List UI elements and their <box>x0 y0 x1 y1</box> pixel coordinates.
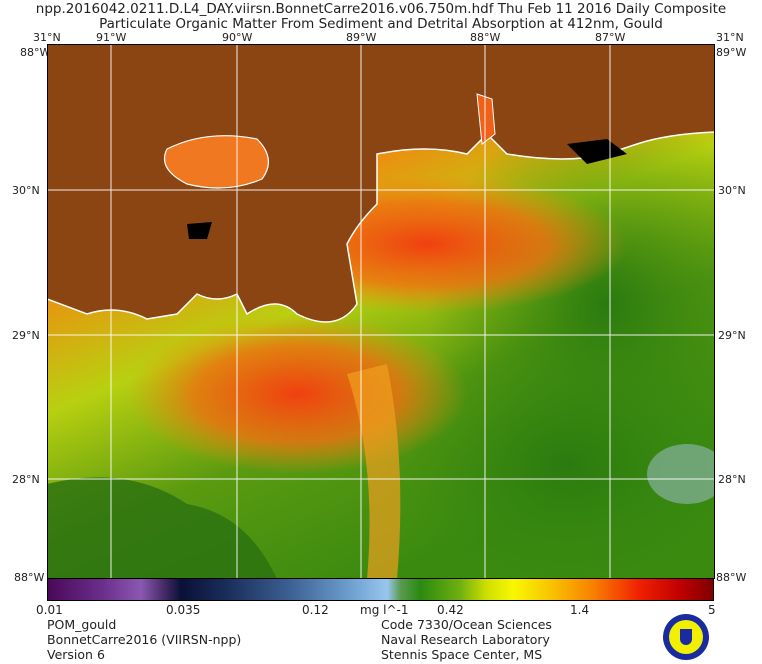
no-data-patch <box>187 222 212 239</box>
colorbar-tick: 1.4 <box>570 603 590 617</box>
colorbar-tick: 0.035 <box>166 603 201 617</box>
colorbar-units: mg l^-1 <box>360 603 409 617</box>
corner-label-tr: 31°N <box>716 31 744 44</box>
colorbar-tick: 0.01 <box>36 603 63 617</box>
lon-label: 88°W <box>470 31 501 44</box>
colorbar <box>47 578 714 601</box>
pom-map <box>47 44 715 579</box>
org-code: Code 7330/Ocean Sciences <box>381 617 552 632</box>
dataset-name: BonnetCarre2016 (VIIRSN-npp) <box>47 632 242 647</box>
corner-label-br: 88°W <box>716 571 747 584</box>
lake-pontchartrain <box>163 135 269 189</box>
southwest-water <box>47 477 277 579</box>
lon-label: 90°W <box>222 31 253 44</box>
lat-label-right: 30°N <box>718 184 746 197</box>
corner-label-bl: 88°W <box>14 571 45 584</box>
graticule <box>47 44 715 579</box>
file-title: npp.2016042.0211.D.L4_DAY.viirsn.BonnetC… <box>35 1 727 17</box>
corner-label-tl: 31°N <box>33 31 61 44</box>
colorbar-tick: 5 <box>708 603 716 617</box>
plume-filament <box>347 364 401 579</box>
org-location: Stennis Space Center, MS <box>381 647 543 662</box>
colorbar-tick: 0.42 <box>437 603 464 617</box>
lon-label: 89°W <box>346 31 377 44</box>
colorbar-tick: 0.12 <box>302 603 329 617</box>
product-title: Particulate Organic Matter From Sediment… <box>99 16 663 32</box>
nrl-seal-logo <box>663 614 709 660</box>
clear-water-patch <box>647 444 715 504</box>
lon-label: 91°W <box>96 31 127 44</box>
lon-label: 87°W <box>595 31 626 44</box>
version: Version 6 <box>47 647 105 662</box>
corner-label-tr-lon: 89°W <box>716 46 747 59</box>
lat-label-right: 28°N <box>718 473 746 486</box>
lat-label-right: 29°N <box>718 329 746 342</box>
no-data-patch <box>567 139 627 164</box>
river-plume <box>127 314 467 474</box>
lat-label-left: 30°N <box>12 184 40 197</box>
mobile-bay <box>476 93 496 145</box>
org-name: Naval Research Laboratory <box>381 632 550 647</box>
lat-label-left: 28°N <box>12 473 40 486</box>
product-name: POM_gould <box>47 617 117 632</box>
lat-label-left: 29°N <box>12 329 40 342</box>
corner-label-tl-lon: 88°W <box>20 46 51 59</box>
